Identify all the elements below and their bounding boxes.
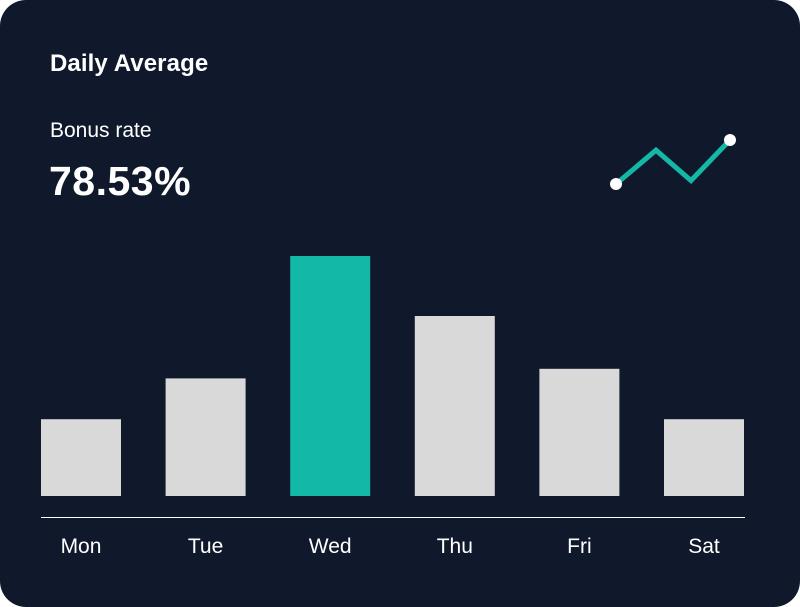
- x-tick-label-wed: Wed: [309, 535, 352, 558]
- bar-mon: [41, 419, 121, 496]
- sparkline-start-marker: [610, 178, 622, 190]
- card-title: Daily Average: [50, 50, 209, 77]
- x-tick-label-thu: Thu: [437, 535, 473, 558]
- x-tick-label-fri: Fri: [567, 535, 592, 558]
- x-tick-label-tue: Tue: [188, 535, 223, 558]
- metric-label: Bonus rate: [50, 119, 152, 142]
- x-tick-label-mon: Mon: [61, 535, 102, 558]
- bar-thu: [414, 316, 495, 496]
- bar-wed: [290, 256, 371, 496]
- trend-up-sparkline-icon: [610, 134, 736, 190]
- sparkline-end-marker: [724, 134, 736, 146]
- bar-fri: [539, 368, 620, 496]
- bar-tue: [165, 378, 246, 496]
- bar-sat: [664, 419, 744, 496]
- sparkline-path: [614, 138, 732, 186]
- metric-value: 78.53%: [49, 158, 192, 204]
- x-tick-label-sat: Sat: [688, 535, 720, 558]
